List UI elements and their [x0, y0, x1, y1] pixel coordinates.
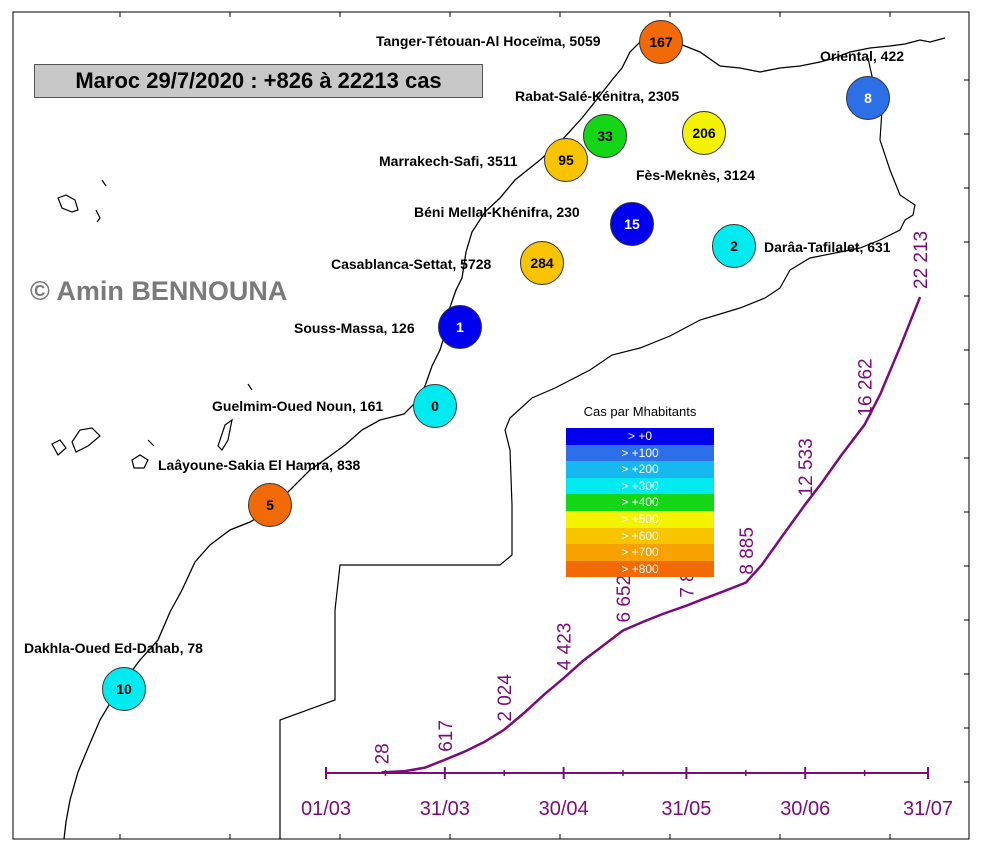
cases-curve [381, 296, 922, 774]
frame-ticks [119, 12, 969, 839]
legend-item: > +300 [566, 477, 714, 495]
x-tick-label: 31/03 [420, 798, 470, 820]
map-frame [12, 11, 970, 840]
legend-rows: > +0 > +100 > +200 > +300 > +400 > +500 > +600… [566, 428, 714, 578]
region-bubble: 15 [610, 202, 654, 246]
region-label: Marrakech-Safi, 3511 [379, 153, 518, 169]
copyright-text: © Amin BENNOUNA [30, 276, 288, 306]
x-tick-label: 31/05 [661, 798, 711, 820]
region-label: Dakhla-Oued Ed-Dahab, 78 [24, 640, 203, 656]
region-bubble: 0 [413, 384, 457, 428]
region-bubble: 206 [682, 111, 726, 155]
region-bubble: 5 [248, 483, 292, 527]
region-label: Darâa-Tafilalet, 631 [764, 239, 891, 255]
region-label: Laâyoune-Sakia El Hamra, 838 [158, 457, 361, 473]
region-label: Oriental, 422 [820, 48, 905, 64]
legend-item: > +200 [566, 461, 714, 478]
region-label: Fès-Meknès, 3124 [636, 167, 756, 183]
mediterranean-coast [641, 37, 946, 73]
x-tick-label: 01/03 [301, 798, 351, 820]
cases-chart: 01/03 31/03 30/04 31/05 30/06 31/07 28 617 2 024… [301, 231, 953, 820]
x-tick-label: 30/04 [539, 798, 589, 820]
data-label: 16 262 [856, 358, 877, 416]
legend: Cas par Mhabitants > +0 > +100 > +200 > +30… [566, 402, 714, 578]
eastern-border [279, 57, 916, 839]
data-label: 6 652 [614, 575, 635, 623]
data-label: 2 024 [495, 674, 516, 722]
data-label: 12 533 [796, 438, 817, 496]
region-bubble: 2 [712, 224, 756, 268]
legend-item: > +100 [566, 444, 714, 462]
region-label: Souss-Massa, 126 [294, 320, 415, 336]
region-bubble: 1 [438, 305, 482, 349]
x-tick-label: 30/06 [780, 798, 830, 820]
region-bubble: 33 [583, 114, 627, 158]
map-title: Maroc 29/7/2020 : +826 à 22213 cas [34, 64, 483, 98]
data-label: 4 423 [555, 623, 576, 671]
canary-islands [51, 179, 253, 469]
region-label: Casablanca-Settat, 5728 [331, 256, 492, 272]
data-label: 617 [436, 720, 457, 752]
legend-item: > +700 [566, 544, 714, 561]
data-label: 8 885 [737, 527, 758, 575]
legend-item: > +600 [566, 527, 714, 545]
region-bubble: 95 [544, 138, 588, 182]
legend-item: > +800 [566, 560, 714, 578]
region-bubble: 284 [520, 241, 564, 285]
region-label: Tanger-Tétouan-Al Hoceïma, 5059 [376, 33, 601, 49]
legend-title: Cas par Mhabitants [583, 404, 697, 419]
data-label: 28 [372, 743, 393, 764]
x-tick-label: 31/07 [903, 798, 953, 820]
region-label: Béni Mellal-Khénifra, 230 [414, 204, 580, 220]
region-bubble: 8 [846, 76, 890, 120]
legend-item: > +500 [566, 510, 714, 528]
region-label: Rabat-Salé-Kénitra, 2305 [515, 88, 680, 104]
legend-item: > +400 [566, 494, 714, 511]
data-label: 22 213 [911, 231, 932, 289]
legend-item: > +0 [566, 428, 714, 445]
region-label: Guelmim-Oued Noun, 161 [212, 398, 384, 414]
region-bubble: 167 [639, 20, 683, 64]
region-bubble: 10 [102, 667, 146, 711]
